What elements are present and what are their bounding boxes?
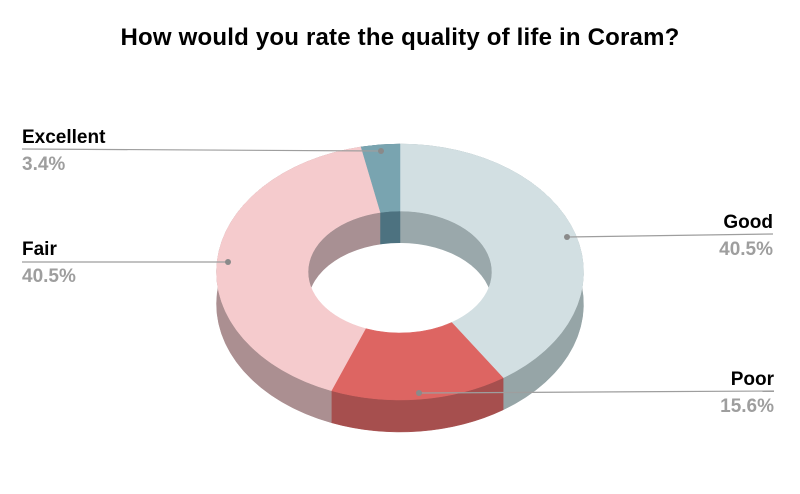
callout-label-poor: Poor — [730, 369, 774, 390]
callout-excellent: Excellent 3.4% — [22, 127, 105, 176]
leader-line-good — [566, 233, 774, 238]
callout-good: Good 40.5% — [719, 212, 773, 261]
callout-fair: Fair 40.5% — [22, 239, 76, 288]
leader-dot-good — [564, 234, 570, 240]
callout-label-good: Good — [723, 212, 773, 233]
callout-value-fair: 40.5% — [22, 266, 76, 287]
pie-slice-good[interactable] — [399, 143, 584, 379]
pie-slice-fair[interactable] — [216, 146, 381, 392]
chart-title: How would you rate the quality of life i… — [120, 24, 680, 51]
donut-top-surfaces — [216, 143, 584, 401]
callout-value-poor: 15.6% — [720, 396, 774, 417]
leader-lines — [21, 148, 775, 396]
callout-label-fair: Fair — [22, 239, 57, 260]
callout-poor: Poor 15.6% — [720, 369, 774, 418]
callout-value-good: 40.5% — [719, 239, 773, 260]
donut-hole — [308, 243, 492, 333]
leader-dot-poor — [416, 390, 422, 396]
leader-line-poor — [418, 390, 775, 394]
leader-dot-excellent — [378, 148, 384, 154]
pie-slice-excellent[interactable] — [360, 143, 401, 213]
callout-value-excellent: 3.4% — [22, 154, 66, 175]
callout-label-excellent: Excellent — [22, 127, 106, 148]
leader-line-excellent — [21, 148, 382, 152]
pie-slice-inner-wall-excellent — [380, 211, 401, 245]
leader-dot-fair — [225, 259, 231, 265]
